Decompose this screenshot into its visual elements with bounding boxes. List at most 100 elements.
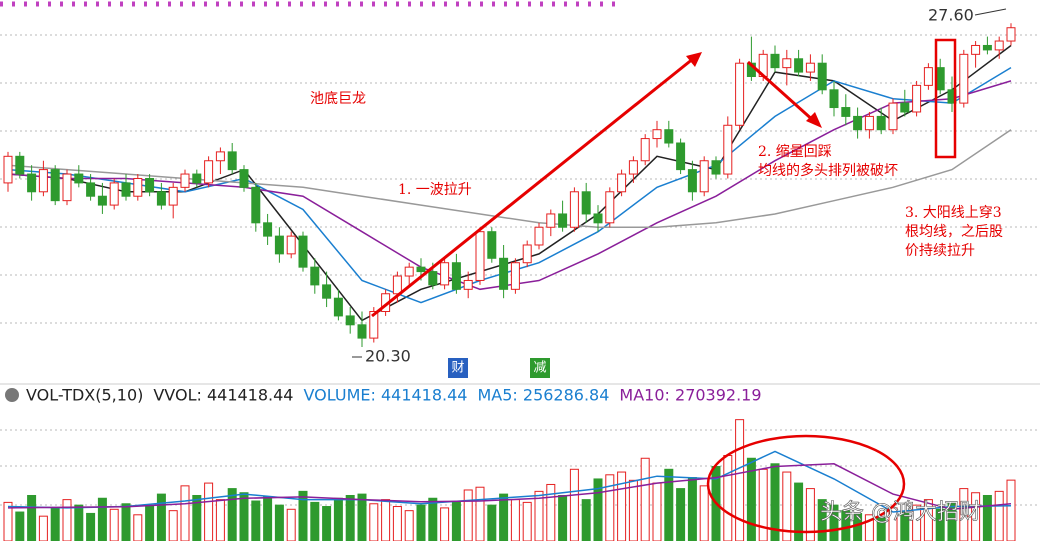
volume-bar — [428, 497, 438, 541]
badge — [530, 358, 550, 378]
candle-body — [617, 173, 627, 193]
high-label: 27.60 — [928, 6, 974, 25]
volume-bar — [664, 468, 674, 541]
candle-body — [829, 89, 839, 109]
volume-bar — [451, 501, 461, 541]
volume-bar — [215, 499, 225, 541]
candle-body — [805, 62, 815, 73]
volume-bar — [239, 492, 249, 541]
volume-bar — [204, 482, 214, 541]
volume-bar — [628, 479, 638, 541]
candle-body — [534, 226, 544, 246]
candle-body — [735, 62, 745, 126]
candle-body — [994, 40, 1004, 51]
volume-bar — [440, 507, 450, 541]
candle-body — [121, 182, 131, 197]
candle-body — [310, 266, 320, 286]
candle-body — [782, 58, 792, 69]
arrow — [371, 56, 695, 318]
candle-body — [605, 191, 615, 224]
indicator-label: MA10: 270392.19 — [619, 386, 761, 405]
candle-body — [558, 213, 568, 228]
volume-bar — [770, 463, 780, 541]
volume-bar — [676, 488, 686, 541]
volume-bar — [381, 499, 391, 541]
candle-body — [15, 155, 25, 175]
candle-body — [215, 151, 225, 162]
arrowhead — [686, 52, 702, 67]
candle-body — [404, 266, 414, 277]
volume-bar — [369, 503, 379, 541]
candle-body — [133, 177, 143, 197]
annotation: 均线的多头排列被破坏 — [758, 162, 898, 179]
ma-line — [7, 129, 1012, 229]
volume-bar — [310, 501, 320, 541]
candle-body — [817, 62, 827, 91]
candle-body — [888, 102, 898, 131]
candle-body — [227, 151, 237, 171]
volume-bar — [156, 493, 166, 541]
volume-bar — [994, 490, 1004, 541]
candle-body — [699, 160, 709, 193]
volume-bar — [463, 489, 473, 541]
candle-body — [357, 324, 367, 339]
annotation: 价持续拉升 — [905, 242, 975, 259]
candle-body — [27, 173, 37, 193]
volume-bar — [416, 504, 426, 541]
volume-bar — [699, 485, 709, 541]
volume-bar — [817, 499, 827, 541]
candle-body — [723, 124, 733, 175]
indicator-label: VVOL: 441418.44 — [153, 386, 293, 405]
annotation: 2. 缩量回踩 — [758, 144, 832, 160]
candle-body — [900, 102, 910, 113]
candle-body — [487, 231, 497, 259]
candle-body — [204, 160, 214, 184]
candle-body — [593, 213, 603, 224]
candle-body — [1006, 27, 1016, 42]
volume-bar — [192, 494, 202, 541]
candle-body — [876, 115, 886, 131]
candle-body — [711, 160, 721, 175]
candle-body — [392, 275, 402, 295]
pointer — [974, 8, 1007, 16]
candle-body — [687, 169, 697, 193]
badge-text: 财 — [451, 361, 464, 376]
candle-body — [935, 67, 945, 91]
volume-bar — [546, 483, 556, 541]
candle-body — [263, 222, 273, 237]
volume-bar — [687, 477, 697, 541]
candle-body — [451, 262, 461, 290]
candle-body — [286, 235, 296, 255]
candle-body — [841, 107, 851, 117]
volume-bar — [333, 497, 343, 541]
candle-body — [982, 44, 992, 51]
volume-bar — [782, 471, 792, 541]
arrow — [746, 60, 817, 124]
candle-body — [628, 160, 638, 175]
volume-bar — [251, 500, 261, 541]
ma-line — [7, 463, 1012, 511]
candle-body — [168, 186, 178, 206]
volume-bar — [876, 517, 886, 541]
volume-bar — [322, 506, 332, 541]
badge — [448, 358, 468, 378]
volume-bar — [168, 510, 178, 541]
candle-body — [959, 53, 969, 104]
volume-bar — [109, 508, 119, 541]
volume-bar — [652, 482, 662, 541]
candle-body — [298, 235, 308, 268]
volume-bar — [558, 494, 568, 541]
volume-bar — [829, 504, 839, 541]
volume-bar — [522, 501, 532, 541]
collapse-icon[interactable] — [5, 388, 19, 402]
volume-bar — [15, 511, 25, 541]
candle-body — [794, 58, 804, 73]
candle-body — [109, 182, 119, 206]
volume-bar — [263, 496, 273, 541]
volume-bar — [1006, 479, 1016, 541]
candle-body — [145, 177, 155, 193]
volume-bar — [959, 488, 969, 541]
volume-bar — [180, 485, 190, 541]
